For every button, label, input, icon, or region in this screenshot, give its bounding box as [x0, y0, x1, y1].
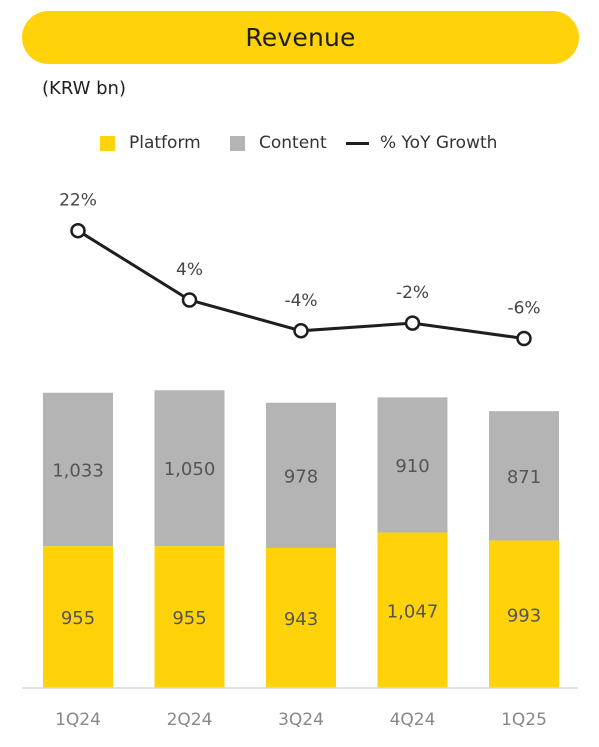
growth-point-4q24 [404, 315, 421, 331]
x-tick-1q25: 1Q25 [501, 710, 547, 730]
bar-platform-2q24 [154, 546, 225, 688]
legend-item-growth: % YoY Growth [346, 128, 497, 158]
bar-platform-4q24 [377, 532, 448, 688]
bar-content-2q24 [154, 390, 225, 547]
bar-platform-1q24 [43, 546, 113, 688]
data-label-platform-1q24: 955 [61, 608, 95, 629]
legend: Platform Content % YoY Growth [0, 128, 599, 158]
legend-label-content: Content [259, 133, 327, 153]
growth-point-3q24 [293, 323, 309, 339]
data-label-content-1q25: 871 [507, 467, 541, 488]
growth-label-1q25: -6% [507, 299, 540, 319]
data-label-content-2q24: 1,050 [164, 459, 216, 480]
bar-content-3q24 [266, 402, 336, 548]
data-label-content-4q24: 910 [395, 456, 429, 477]
growth-label-1q24: 22% [59, 191, 97, 211]
x-tick-1q24: 1Q24 [55, 710, 101, 730]
legend-swatch-content [230, 135, 245, 151]
data-label-content-1q24: 1,033 [52, 460, 104, 481]
data-label-platform-3q24: 943 [284, 609, 318, 630]
growth-label-2q24: 4% [176, 260, 203, 280]
data-label-content-3q24: 978 [284, 466, 318, 487]
bar-platform-3q24 [266, 547, 336, 688]
growth-point-1q25 [516, 330, 532, 347]
legend-label-platform: Platform [129, 133, 201, 153]
unit-label: (KRW bn) [42, 78, 126, 99]
legend-item-platform: Platform [100, 128, 201, 158]
data-label-platform-2q24: 955 [172, 608, 206, 629]
bar-platform-1q25 [489, 540, 559, 688]
data-label-platform-1q25: 993 [507, 605, 541, 626]
legend-item-content: Content [230, 128, 327, 158]
bar-content-4q24 [377, 397, 448, 533]
legend-swatch-platform [100, 135, 115, 151]
x-tick-3q24: 3Q24 [278, 710, 324, 730]
legend-label-growth: % YoY Growth [380, 133, 498, 153]
bar-content-1q25 [489, 411, 559, 541]
growth-label-4q24: -2% [396, 283, 429, 303]
x-tick-4q24: 4Q24 [390, 710, 436, 730]
x-tick-2q24: 2Q24 [167, 710, 213, 730]
title-pill: Revenue [22, 11, 579, 64]
bar-content-1q24 [43, 392, 113, 547]
legend-line-growth [346, 141, 369, 145]
growth-label-3q24: -4% [284, 291, 317, 311]
growth-point-2q24 [181, 292, 198, 308]
data-label-platform-4q24: 1,047 [387, 601, 439, 622]
growth-point-1q24 [70, 222, 86, 239]
growth-line [77, 229, 525, 340]
chart-title: Revenue [245, 23, 356, 52]
